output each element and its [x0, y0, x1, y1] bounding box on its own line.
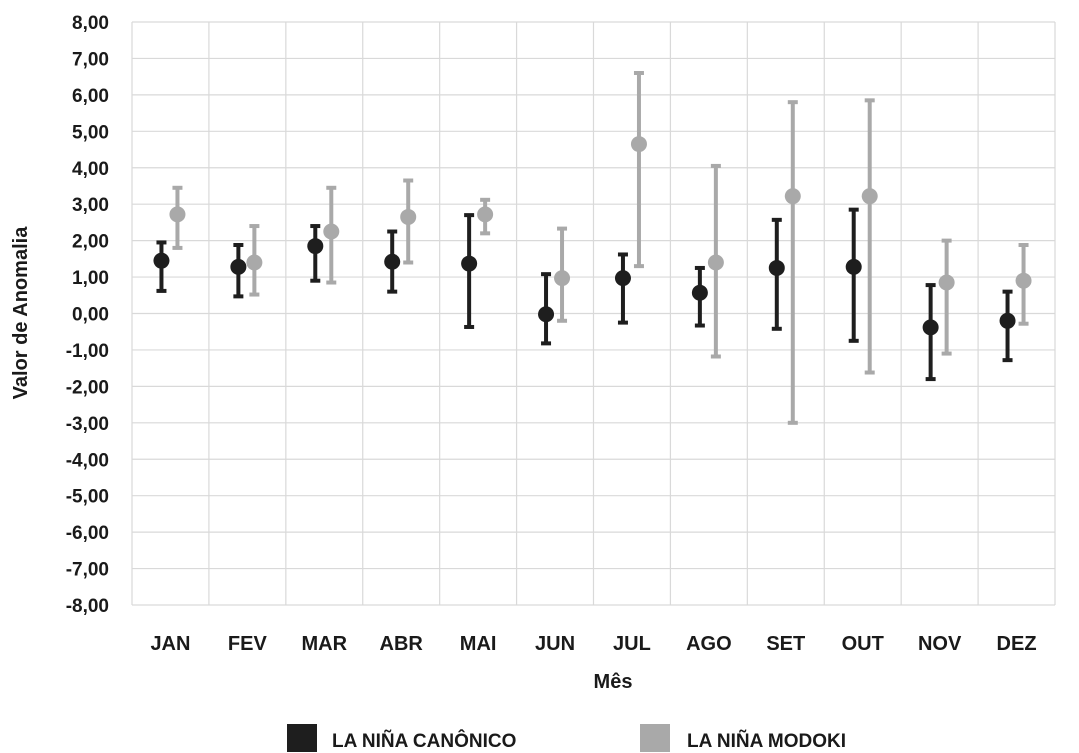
x-tick-label: ABR — [380, 633, 424, 655]
y-tick-label: 5,00 — [72, 122, 109, 143]
data-point — [477, 206, 494, 223]
data-point — [845, 258, 862, 275]
data-point — [169, 206, 186, 223]
x-tick-label: NOV — [918, 633, 962, 655]
x-tick-label: SET — [766, 633, 805, 655]
data-point — [861, 188, 878, 205]
data-point — [384, 253, 401, 270]
y-tick-label: 3,00 — [72, 195, 109, 216]
y-tick-label: 2,00 — [72, 232, 109, 253]
y-tick-label: -4,00 — [66, 450, 109, 471]
data-point — [246, 254, 263, 271]
x-tick-label: JUL — [613, 633, 651, 655]
data-point — [630, 136, 647, 153]
data-point — [691, 284, 708, 301]
y-tick-label: 7,00 — [72, 49, 109, 70]
data-point — [707, 254, 724, 271]
legend-swatch — [640, 724, 670, 752]
data-point — [999, 312, 1016, 329]
data-point — [230, 258, 247, 275]
y-tick-label: -2,00 — [66, 377, 109, 398]
legend-label: LA NIÑA CANÔNICO — [332, 730, 516, 752]
data-point — [400, 208, 417, 225]
y-tick-label: -7,00 — [66, 560, 109, 581]
x-tick-label: DEZ — [997, 633, 1037, 655]
y-tick-label: -1,00 — [66, 341, 109, 362]
y-tick-label: 1,00 — [72, 268, 109, 289]
data-point — [323, 223, 340, 240]
x-tick-label: OUT — [842, 633, 884, 655]
data-point — [614, 270, 631, 287]
y-tick-label: 4,00 — [72, 159, 109, 180]
x-tick-label: JAN — [150, 633, 190, 655]
y-tick-label: -8,00 — [66, 596, 109, 617]
x-tick-label: AGO — [686, 633, 732, 655]
y-axis-ticks: 8,00 7,00 6,00 5,00 4,00 3,00 2,00 1,00 0,00 -1,0… — [66, 13, 109, 617]
x-tick-label: MAR — [302, 633, 348, 655]
y-tick-label: -6,00 — [66, 523, 109, 544]
data-point — [1015, 272, 1032, 289]
x-tick-label: FEV — [228, 633, 268, 655]
y-tick-label: 8,00 — [72, 13, 109, 34]
series-modoki — [169, 71, 1032, 425]
grid — [131, 21, 1056, 606]
data-point — [938, 274, 955, 291]
x-tick-label: MAI — [460, 633, 497, 655]
series-canonico — [153, 207, 1016, 382]
data-point — [922, 319, 939, 336]
legend-label: LA NIÑA MODOKI — [687, 730, 846, 752]
y-axis-title: Valor de Anomalia — [10, 226, 32, 400]
y-tick-label: 6,00 — [72, 86, 109, 107]
legend-swatch — [287, 724, 317, 752]
y-tick-label: -3,00 — [66, 414, 109, 435]
y-tick-label: 0,00 — [72, 305, 109, 326]
x-axis-ticks: JAN FEV MAR ABR MAI JUN JUL AGO SET OUT NOV DEZ — [150, 633, 1036, 655]
series-layer — [153, 71, 1032, 425]
data-point — [307, 238, 324, 255]
x-axis-title: Mês — [594, 671, 633, 693]
x-tick-label: JUN — [535, 633, 575, 655]
data-point — [538, 306, 555, 323]
data-point — [768, 259, 785, 276]
data-point — [461, 255, 478, 272]
data-point — [554, 270, 571, 287]
y-tick-label: -5,00 — [66, 487, 109, 508]
legend: LA NIÑA CANÔNICO LA NIÑA MODOKI — [287, 724, 846, 752]
data-point — [153, 252, 170, 269]
data-point — [784, 188, 801, 205]
